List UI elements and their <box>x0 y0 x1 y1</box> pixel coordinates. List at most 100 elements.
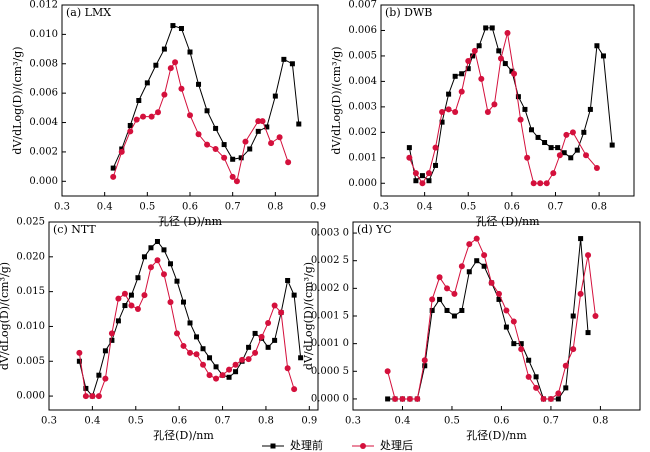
panel: 0.3 0.4 0.5 0.6 0.7 0.8 0.9 0.000 0.005 0.010 0.01… <box>0 217 319 442</box>
data-point <box>233 369 239 375</box>
y-tick-label: 0.005 <box>348 50 377 61</box>
y-tick-label: 0.007 <box>348 0 377 11</box>
x-tick-label: 0.3 <box>345 416 361 427</box>
data-point <box>127 122 133 128</box>
y-tick-label: 0.003 0 <box>311 228 349 239</box>
data-point <box>570 346 577 353</box>
x-tick-label: 0.7 <box>548 202 564 213</box>
data-point <box>511 341 517 347</box>
data-point <box>533 384 540 391</box>
data-point <box>471 47 478 54</box>
data-point <box>194 334 200 340</box>
x-tick-label: 0.6 <box>493 416 509 427</box>
data-point <box>148 113 155 120</box>
data-point <box>526 357 532 363</box>
data-point <box>444 307 450 313</box>
data-point <box>550 170 557 177</box>
data-point <box>569 129 576 136</box>
data-point <box>587 106 593 112</box>
data-point <box>446 91 452 97</box>
data-point <box>154 257 161 264</box>
data-point <box>230 156 236 162</box>
x-tick-label: 0.3 <box>373 202 389 213</box>
data-point <box>609 142 615 148</box>
x-tick-label: 0.4 <box>417 202 433 213</box>
data-point <box>259 118 266 125</box>
data-point <box>178 85 185 92</box>
data-point <box>110 165 116 171</box>
y-tick-label: 0.000 5 <box>311 366 349 377</box>
data-point <box>436 274 443 281</box>
data-point <box>451 313 457 319</box>
y-tick-label: 0.002 <box>348 127 377 138</box>
x-tick-label: 0.8 <box>258 416 274 427</box>
data-point <box>180 342 187 349</box>
data-point <box>473 235 480 242</box>
data-point <box>444 285 451 292</box>
legend-label: 处理后 <box>380 439 413 452</box>
x-tick-label: 0.3 <box>54 202 70 213</box>
data-point <box>496 296 502 302</box>
data-point <box>193 351 200 358</box>
data-point <box>429 307 435 313</box>
series-line <box>387 237 596 400</box>
data-point <box>167 299 174 306</box>
data-point <box>276 134 283 141</box>
data-point <box>221 154 228 161</box>
x-axis-label: 孔径(D)/nm <box>466 429 527 442</box>
data-point <box>238 155 244 161</box>
data-point <box>481 263 487 269</box>
panel-title: (a) LMX <box>66 6 111 19</box>
data-point <box>233 178 240 185</box>
y-tick-label: 0.000 0 <box>311 393 349 404</box>
data-point <box>556 152 563 159</box>
y-tick-label: 0.020 <box>16 251 45 262</box>
data-point <box>121 290 128 297</box>
x-tick-label: 0.7 <box>225 202 241 213</box>
data-point <box>140 113 147 120</box>
y-tick-label: 0.012 <box>29 0 58 11</box>
data-point <box>503 307 510 314</box>
y-tick-label: 0.010 <box>29 29 58 40</box>
data-point <box>285 277 291 283</box>
data-point <box>264 124 270 130</box>
data-point <box>246 344 252 350</box>
series-line <box>387 238 589 400</box>
x-tick-label: 0.9 <box>301 416 317 427</box>
plot-frame <box>380 4 635 197</box>
data-point <box>172 59 179 66</box>
data-point <box>583 152 590 159</box>
data-point <box>528 127 534 133</box>
data-point <box>452 108 459 115</box>
data-point <box>128 292 134 298</box>
data-point <box>278 309 285 316</box>
data-point <box>533 374 539 380</box>
data-point <box>219 372 226 379</box>
y-tick-label: 0.003 <box>348 101 377 112</box>
data-point <box>547 395 554 402</box>
x-tick-label: 0.4 <box>395 416 411 427</box>
data-point <box>509 68 515 74</box>
data-point <box>148 245 154 251</box>
data-point <box>577 290 584 297</box>
data-point <box>530 180 537 187</box>
data-point <box>154 238 160 244</box>
data-point <box>167 261 173 267</box>
data-point <box>187 112 193 119</box>
data-point <box>265 319 272 326</box>
x-tick-label: 0.5 <box>444 416 460 427</box>
data-point <box>445 106 452 113</box>
data-point <box>495 290 502 297</box>
data-point <box>537 180 544 187</box>
data-point <box>110 173 117 180</box>
data-point <box>115 295 122 302</box>
data-point <box>161 247 167 253</box>
data-point <box>147 264 154 271</box>
data-point <box>555 396 561 402</box>
data-point <box>226 374 232 380</box>
data-point <box>548 145 554 151</box>
legend: 处理前 处理后 <box>262 438 413 452</box>
x-tick-label: 0.4 <box>97 202 113 213</box>
data-point <box>543 180 550 187</box>
data-point <box>433 162 439 168</box>
